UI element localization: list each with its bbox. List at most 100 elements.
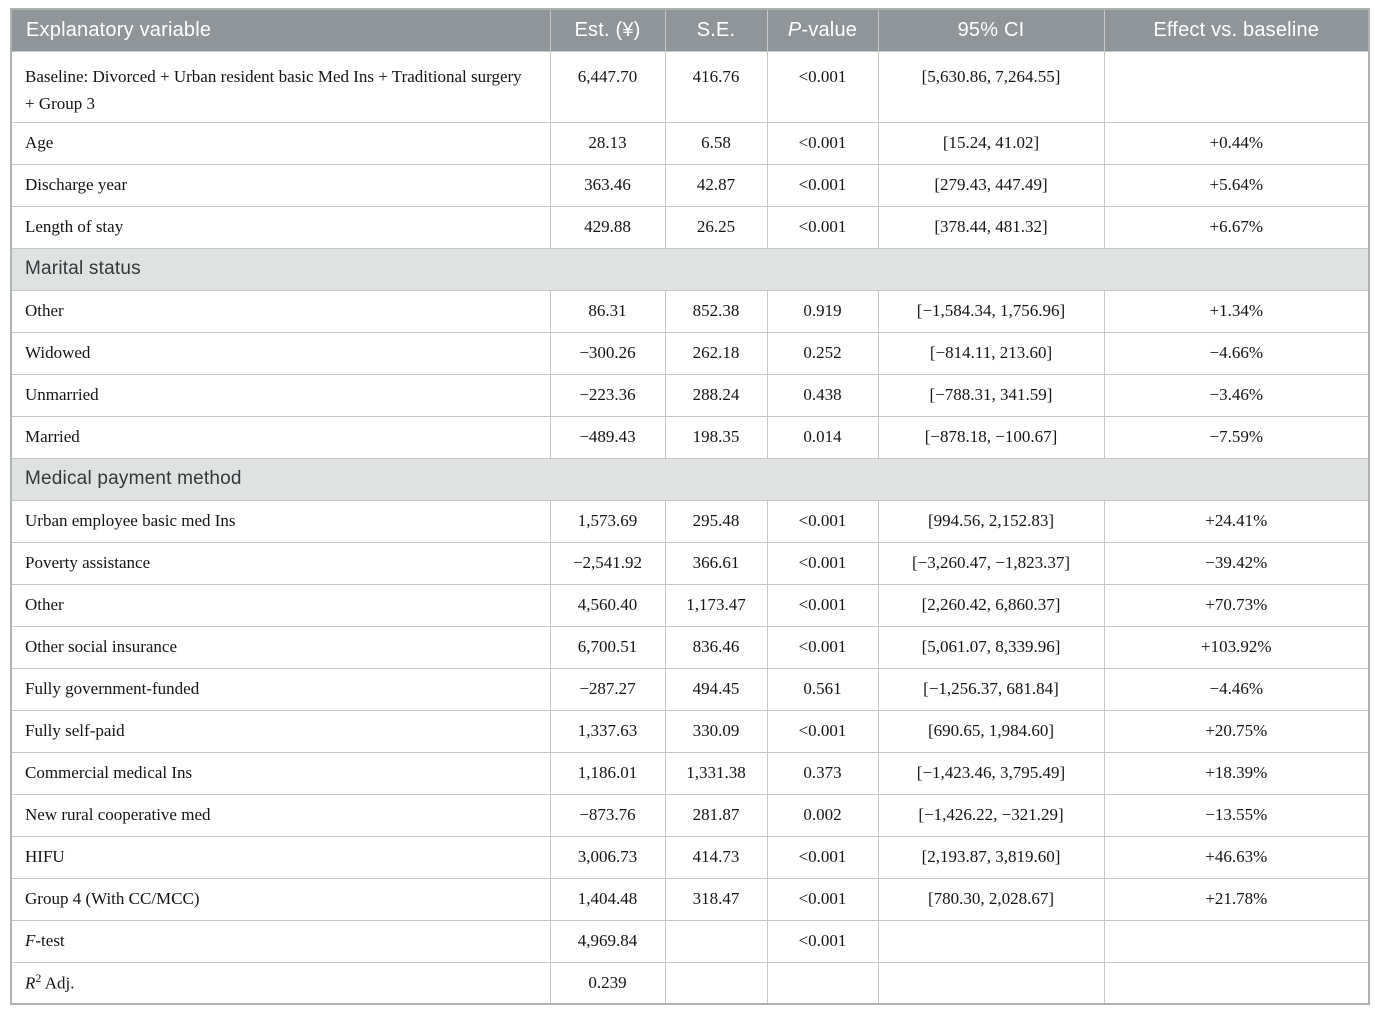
effect-cell: [1103, 50, 1370, 123]
estimate-cell: 4,560.40: [549, 583, 666, 627]
estimate-cell: −489.43: [549, 415, 666, 459]
standard-error-cell: 1,331.38: [664, 751, 768, 795]
table-header: Explanatory variable Est. (¥) S.E. P-val…: [10, 8, 1370, 52]
confidence-interval-cell: [−1,423.46, 3,795.49]: [877, 751, 1105, 795]
table-row: Urban employee basic med Ins 1,573.69 295.…: [10, 499, 1370, 543]
standard-error-cell: 414.73: [664, 835, 768, 879]
table-row: Group 4 (With CC/MCC) 1,404.48 318.47 <0.00…: [10, 877, 1370, 921]
p-value-cell: <0.001: [766, 835, 879, 879]
p-value-cell: <0.001: [766, 205, 879, 249]
p-value-cell: 0.002: [766, 793, 879, 837]
p-value-cell: <0.001: [766, 163, 879, 207]
label-text: Medical payment method: [25, 468, 242, 489]
row-label-cell: Widowed: [10, 331, 551, 375]
standard-error-cell: 416.76: [664, 50, 768, 123]
estimate-cell: 28.13: [549, 121, 666, 165]
label-text: Other: [25, 595, 64, 614]
section-row: Marital status: [10, 247, 1370, 291]
row-label-cell: Age: [10, 121, 551, 165]
effect-cell: −13.55%: [1103, 793, 1370, 837]
estimate-cell: 429.88: [549, 205, 666, 249]
p-value-cell: 0.919: [766, 289, 879, 333]
table-row: Age 28.13 6.58 <0.001 [15.24, 41.02] +0.44%: [10, 121, 1370, 165]
standard-error-cell: 295.48: [664, 499, 768, 543]
effect-cell: −3.46%: [1103, 373, 1370, 417]
confidence-interval-cell: [−1,256.37, 681.84]: [877, 667, 1105, 711]
p-value-cell: 0.252: [766, 331, 879, 375]
standard-error-cell: [664, 961, 768, 1005]
table-body: Baseline: Divorced + Urban resident basi…: [10, 50, 1370, 1005]
estimate-cell: 4,969.84: [549, 919, 666, 963]
effect-cell: −4.66%: [1103, 331, 1370, 375]
table-row: Unmarried −223.36 288.24 0.438 [−788.31, 341…: [10, 373, 1370, 417]
label-text: HIFU: [25, 847, 65, 866]
column-header-effect-vs-baseline: Effect vs. baseline: [1103, 8, 1370, 52]
p-value-cell: <0.001: [766, 877, 879, 921]
confidence-interval-cell: [−814.11, 213.60]: [877, 331, 1105, 375]
confidence-interval-cell: [690.65, 1,984.60]: [877, 709, 1105, 753]
row-label-cell: R2 Adj.: [10, 961, 551, 1005]
p-value-cell: 0.014: [766, 415, 879, 459]
row-label-cell: New rural cooperative med: [10, 793, 551, 837]
standard-error-cell: 852.38: [664, 289, 768, 333]
label-text: Married: [25, 427, 80, 446]
p-value-cell: <0.001: [766, 709, 879, 753]
row-label-cell: HIFU: [10, 835, 551, 879]
section-header: Medical payment method: [10, 457, 1370, 501]
row-label-cell: Commercial medical Ins: [10, 751, 551, 795]
label-text: Urban employee basic med Ins: [25, 511, 236, 530]
standard-error-cell: 26.25: [664, 205, 768, 249]
estimate-cell: 6,700.51: [549, 625, 666, 669]
label-text: Marital status: [25, 258, 141, 279]
estimate-cell: 86.31: [549, 289, 666, 333]
estimate-cell: 1,573.69: [549, 499, 666, 543]
column-header-explanatory-variable: Explanatory variable: [10, 8, 551, 52]
row-label-cell: Unmarried: [10, 373, 551, 417]
p-value-cell: 0.438: [766, 373, 879, 417]
p-value-cell: <0.001: [766, 583, 879, 627]
standard-error-cell: 318.47: [664, 877, 768, 921]
label-text: Adj.: [41, 974, 75, 994]
confidence-interval-cell: [378.44, 481.32]: [877, 205, 1105, 249]
standard-error-cell: 6.58: [664, 121, 768, 165]
label-text: Fully self-paid: [25, 721, 125, 740]
section-row: Medical payment method: [10, 457, 1370, 501]
table-row: Commercial medical Ins 1,186.01 1,331.38 0.…: [10, 751, 1370, 795]
label-text: New rural cooperative med: [25, 805, 211, 824]
row-label-cell: Fully self-paid: [10, 709, 551, 753]
regression-results-table: Explanatory variable Est. (¥) S.E. P-val…: [10, 8, 1370, 1005]
label-text: Age: [25, 133, 54, 152]
standard-error-cell: 288.24: [664, 373, 768, 417]
confidence-interval-cell: [877, 961, 1105, 1005]
confidence-interval-cell: [279.43, 447.49]: [877, 163, 1105, 207]
table-row: Other 4,560.40 1,173.47 <0.001 [2,260.42, 6,…: [10, 583, 1370, 627]
table-row: Poverty assistance −2,541.92 366.61 <0.001[…: [10, 541, 1370, 585]
confidence-interval-cell: [−1,426.22, −321.29]: [877, 793, 1105, 837]
table-row: HIFU 3,006.73 414.73 <0.001 [2,193.87, 3,819…: [10, 835, 1370, 879]
confidence-interval-cell: [−788.31, 341.59]: [877, 373, 1105, 417]
estimate-cell: 3,006.73: [549, 835, 666, 879]
p-value-cell: 0.561: [766, 667, 879, 711]
estimate-cell: −2,541.92: [549, 541, 666, 585]
estimate-cell: 1,404.48: [549, 877, 666, 921]
label-text: Group 4 (With CC/MCC): [25, 889, 200, 908]
confidence-interval-cell: [877, 919, 1105, 963]
table-row: Baseline: Divorced + Urban resident basi…: [10, 50, 1370, 123]
row-label-cell: Discharge year: [10, 163, 551, 207]
p-value-cell: [766, 961, 879, 1005]
confidence-interval-cell: [994.56, 2,152.83]: [877, 499, 1105, 543]
confidence-interval-cell: [−3,260.47, −1,823.37]: [877, 541, 1105, 585]
label-text: Widowed: [25, 343, 91, 362]
effect-cell: +5.64%: [1103, 163, 1370, 207]
row-label-cell: F-test: [10, 919, 551, 963]
label-text: Other social insurance: [25, 637, 177, 656]
table-row: Other 86.31 852.38 0.919 [−1,584.34, 1,756.9…: [10, 289, 1370, 333]
effect-cell: +103.92%: [1103, 625, 1370, 669]
confidence-interval-cell: [15.24, 41.02]: [877, 121, 1105, 165]
standard-error-cell: 262.18: [664, 331, 768, 375]
p-value-cell: <0.001: [766, 50, 879, 123]
effect-cell: [1103, 919, 1370, 963]
label-text: Discharge year: [25, 175, 128, 194]
estimate-cell: 1,186.01: [549, 751, 666, 795]
